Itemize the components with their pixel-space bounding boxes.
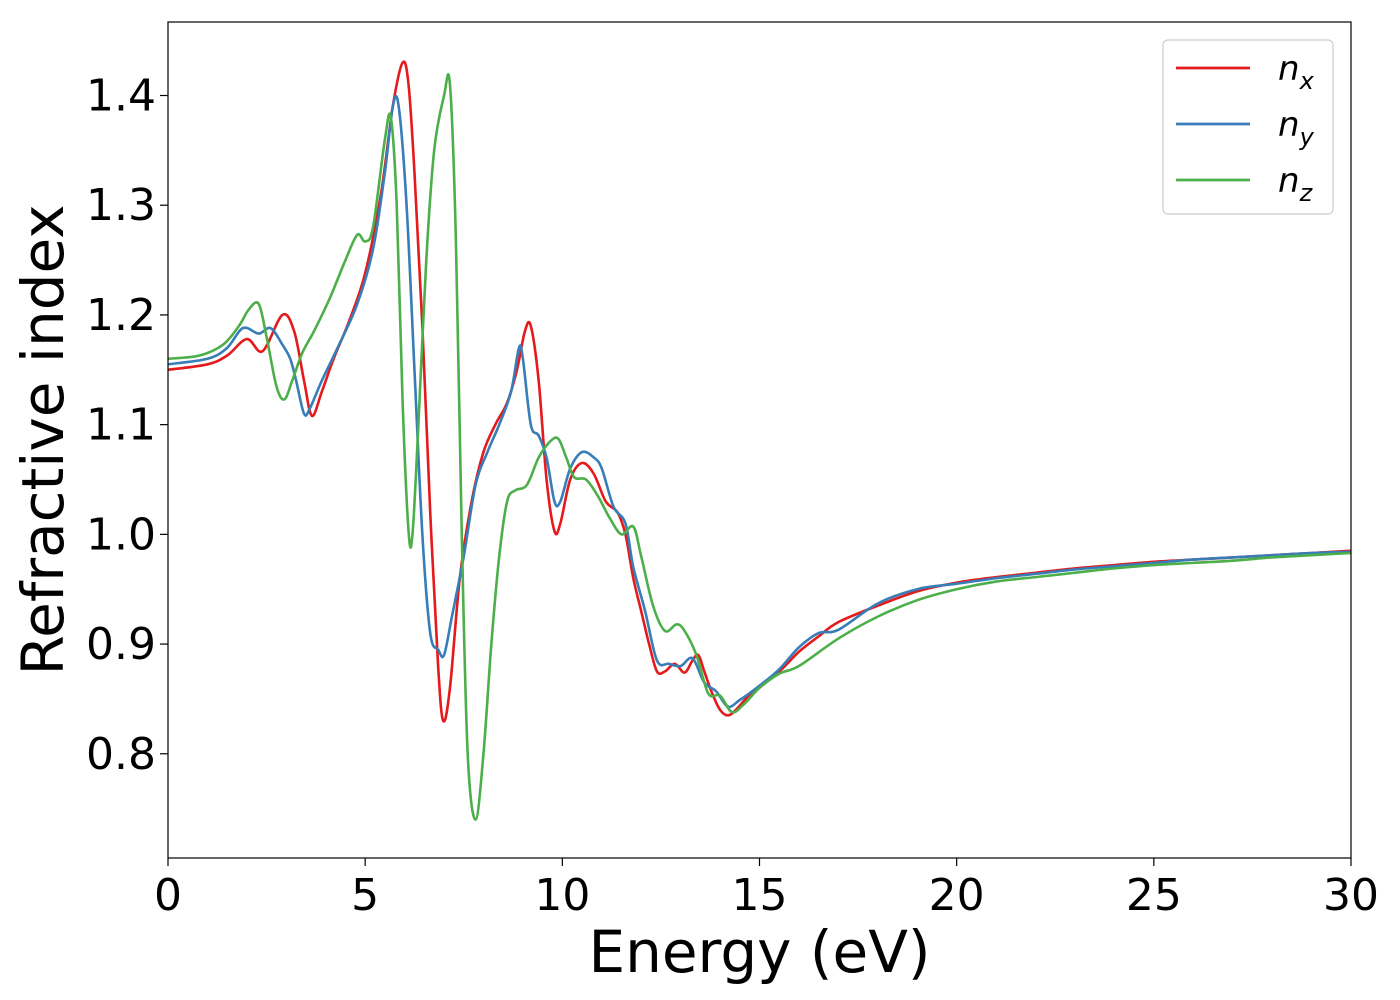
x-axis-ticks: 0 5 10 15 20 25 30: [154, 858, 1379, 921]
x-tick-label: 5: [351, 870, 379, 921]
legend-label-z: nz: [1278, 161, 1314, 207]
series-line-z: [167, 73, 1352, 821]
y-tick-label: 0.9: [86, 619, 156, 670]
y-tick-label: 1.1: [86, 400, 156, 451]
x-tick-label: 15: [732, 870, 788, 921]
series-line-y: [167, 94, 1352, 709]
legend: nx ny nz: [1162, 39, 1334, 215]
x-tick-label: 25: [1126, 870, 1182, 921]
series-line-x: [167, 60, 1352, 723]
y-tick-label: 1.3: [86, 180, 156, 231]
x-tick-label: 10: [534, 870, 590, 921]
legend-label-y: ny: [1278, 105, 1315, 151]
x-tick-label: 30: [1323, 870, 1379, 921]
y-axis-ticks: 0.8 0.9 1.0 1.1 1.2 1.3 1.4: [86, 71, 168, 780]
y-tick-label: 1.4: [86, 71, 156, 122]
legend-label-x: nx: [1278, 49, 1315, 95]
x-axis-label: Energy (eV): [588, 918, 930, 986]
y-tick-label: 1.2: [86, 290, 156, 341]
legend-box: [1162, 39, 1334, 215]
y-axis-label: Refractive index: [9, 204, 77, 675]
y-tick-label: 1.0: [86, 509, 156, 560]
y-tick-label: 0.8: [86, 729, 156, 780]
x-tick-label: 20: [929, 870, 985, 921]
series-layer: [167, 60, 1352, 821]
x-tick-label: 0: [154, 870, 182, 921]
